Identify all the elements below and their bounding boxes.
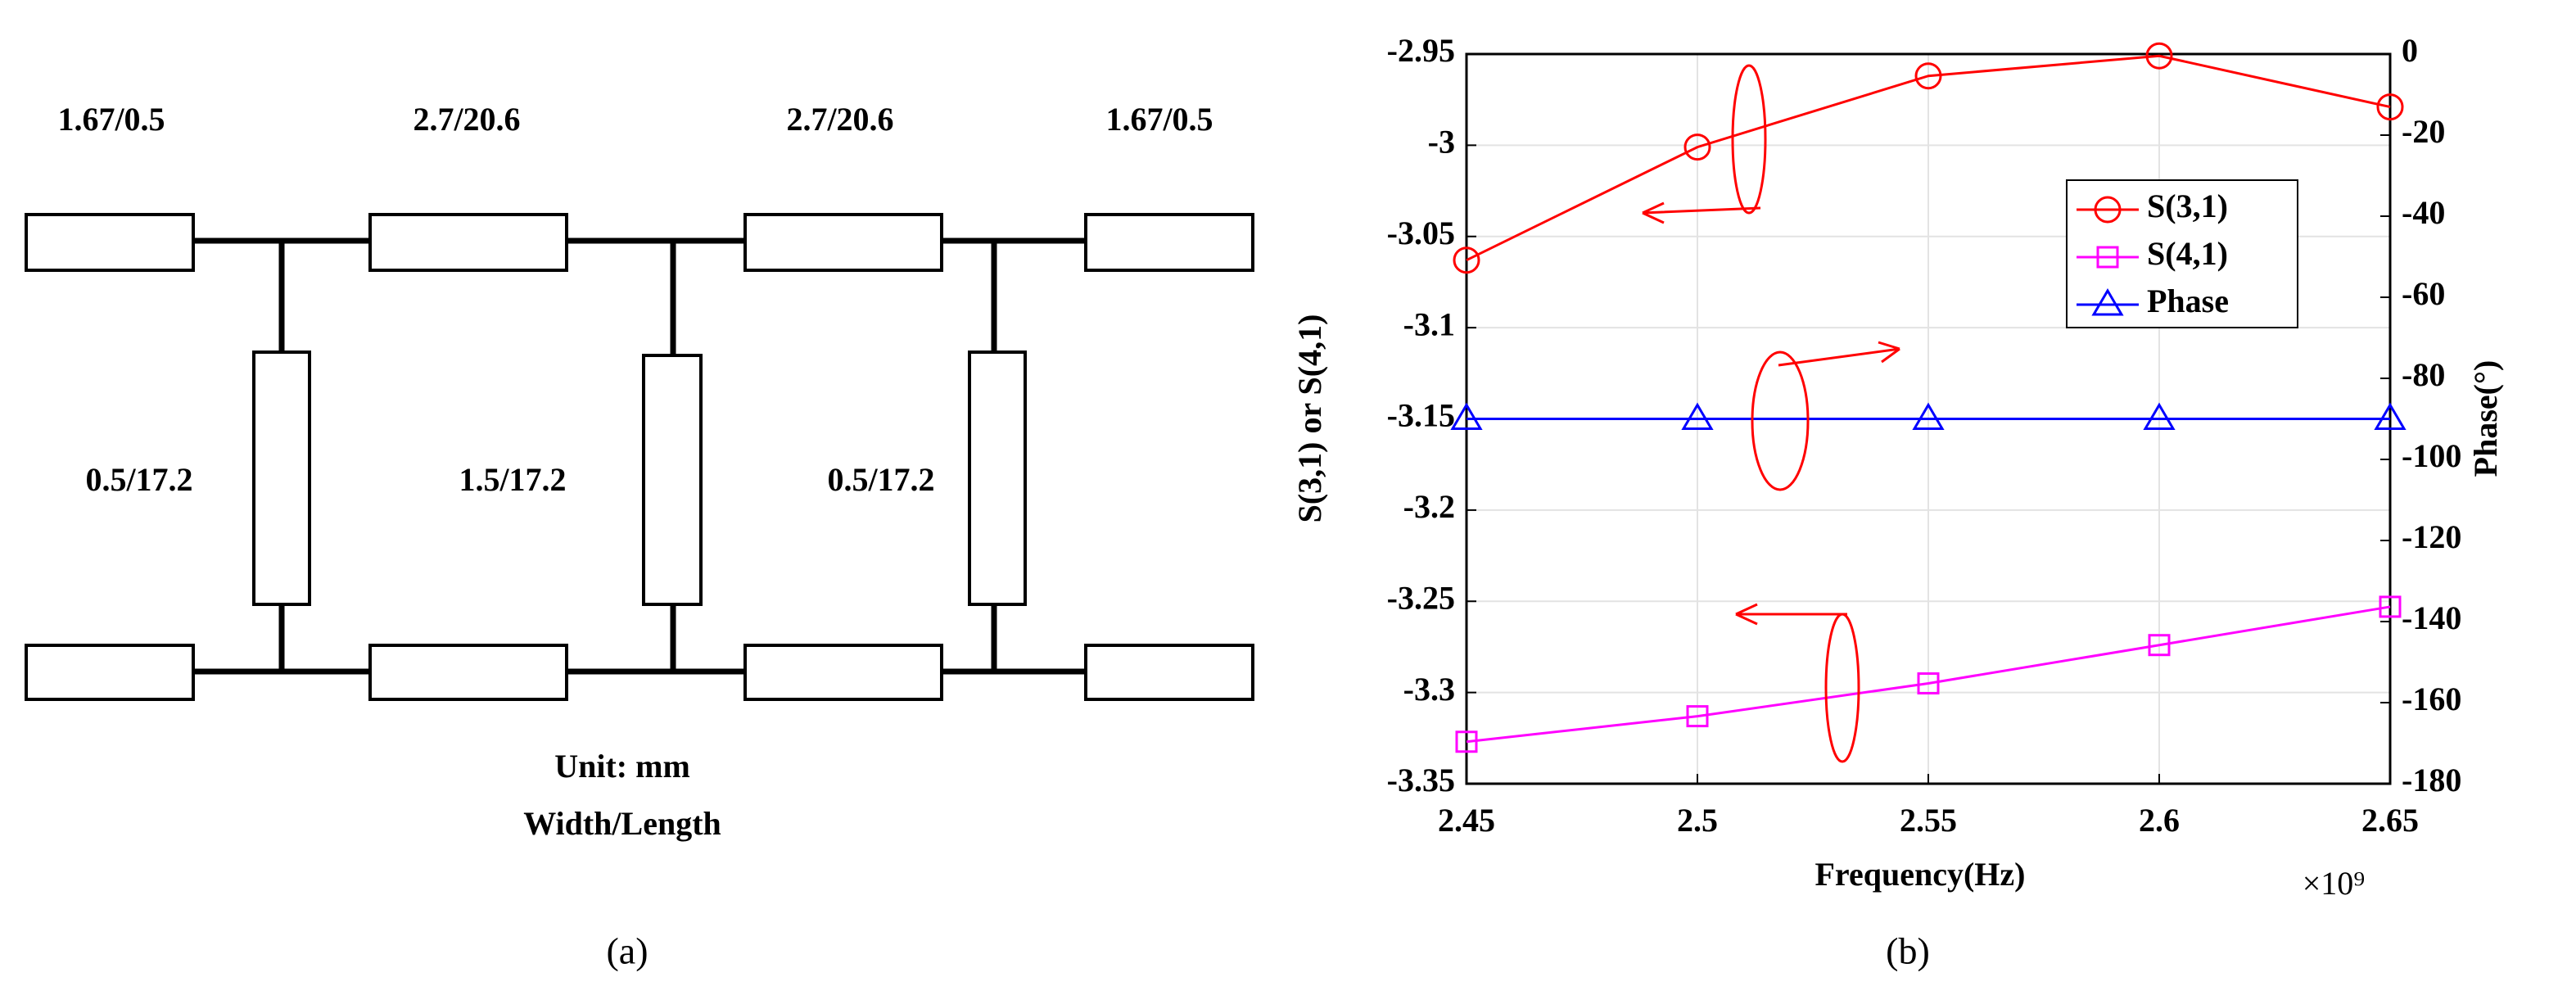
series-line xyxy=(1466,605,2391,744)
width-length-label: 2.7/20.6 xyxy=(413,101,520,138)
line-section xyxy=(25,213,195,272)
x-tick-label: 2.5 xyxy=(1677,802,1718,839)
stub xyxy=(968,350,1027,606)
caption: (b) xyxy=(1886,930,1930,972)
x-tick-label: 2.55 xyxy=(1900,802,1957,839)
marker xyxy=(1917,672,1940,694)
y-tick-label: -3.1 xyxy=(1403,305,1455,342)
marker xyxy=(2374,402,2407,430)
y-axis-label: S(3,1) or S(4,1) xyxy=(1291,314,1328,523)
annotation-arrow xyxy=(1778,341,1900,367)
annotation-arrow xyxy=(1735,603,1847,626)
y2-tick-label: -100 xyxy=(2402,437,2461,474)
y2-tick-label: 0 xyxy=(2402,32,2418,69)
marker xyxy=(1683,133,1711,161)
annotations xyxy=(1642,64,1900,763)
y2-tick-label: -80 xyxy=(2402,356,2445,393)
x-tick-label: 2.6 xyxy=(2139,802,2180,839)
circuit: Unit: mm Width/Length (a) xyxy=(25,213,1254,972)
note-label: Width/Length xyxy=(523,805,721,842)
legend-label: Phase xyxy=(2147,283,2229,319)
y2-axis-label: Phase(°) xyxy=(2467,360,2504,477)
marker xyxy=(2379,595,2402,618)
y2-tick-label: -20 xyxy=(2402,113,2445,150)
marker xyxy=(1914,62,1942,90)
x-axis-label: Frequency(Hz) xyxy=(1815,856,2026,893)
legend-label: S(4,1) xyxy=(2147,235,2228,272)
marker xyxy=(2094,196,2122,224)
y2-tick-label: -40 xyxy=(2402,194,2445,231)
annotation-arrow xyxy=(1642,201,1761,224)
y-tick-label: -2.95 xyxy=(1387,32,1455,69)
marker xyxy=(1453,246,1480,274)
line-section xyxy=(25,644,195,701)
line-section xyxy=(743,644,943,701)
y-tick-label: -3.25 xyxy=(1387,579,1455,616)
y2-tick-label: -180 xyxy=(2402,762,2461,798)
annotation-ellipse xyxy=(1731,64,1767,215)
marker xyxy=(2376,93,2404,121)
line-section xyxy=(368,213,568,272)
x-tick-label: 2.65 xyxy=(2361,802,2419,839)
series-line xyxy=(1466,54,2391,262)
series-layer xyxy=(1450,42,2407,753)
width-length-label: 1.67/0.5 xyxy=(57,101,165,138)
y2-tick-label: -120 xyxy=(2402,518,2461,555)
width-length-label: 2.7/20.6 xyxy=(786,101,893,138)
unit-label: Unit: mm xyxy=(554,748,690,785)
stub xyxy=(252,350,311,606)
line-section xyxy=(368,644,568,701)
y-tick-label: -3.05 xyxy=(1387,215,1455,251)
legend-label: S(3,1) xyxy=(2147,188,2228,224)
stub xyxy=(642,354,703,606)
stub-label: 0.5/17.2 xyxy=(85,461,192,498)
marker xyxy=(1686,705,1709,728)
y2-tick-label: -160 xyxy=(2402,681,2461,717)
stub-label: 0.5/17.2 xyxy=(827,461,934,498)
line-section xyxy=(1084,644,1254,701)
x-tick-label: 2.45 xyxy=(1438,802,1495,839)
marker xyxy=(1455,730,1478,753)
y-tick-label: -3.3 xyxy=(1403,671,1455,708)
marker xyxy=(1450,402,1483,430)
y-tick-label: -3.15 xyxy=(1387,397,1455,434)
y-tick-label: -3.35 xyxy=(1387,762,1455,798)
marker xyxy=(2096,246,2119,269)
line-section xyxy=(743,213,943,272)
y-tick-label: -3.2 xyxy=(1403,488,1455,525)
y2-tick-label: -140 xyxy=(2402,599,2461,636)
legend-box xyxy=(2066,179,2298,328)
stub-label: 1.5/17.2 xyxy=(459,461,566,498)
marker xyxy=(2145,42,2173,70)
width-length-label: 1.67/0.5 xyxy=(1105,101,1213,138)
x-exponent: ×10⁹ xyxy=(2303,865,2366,902)
marker xyxy=(1912,402,1945,430)
marker xyxy=(2143,402,2176,430)
marker xyxy=(2148,634,2171,657)
y-tick-label: -3 xyxy=(1428,124,1455,161)
marker xyxy=(2091,288,2124,316)
caption: (a) xyxy=(606,930,648,972)
line-section xyxy=(1084,213,1254,272)
marker xyxy=(1681,402,1714,430)
y2-tick-label: -60 xyxy=(2402,275,2445,312)
annotation-ellipse xyxy=(1751,350,1810,491)
